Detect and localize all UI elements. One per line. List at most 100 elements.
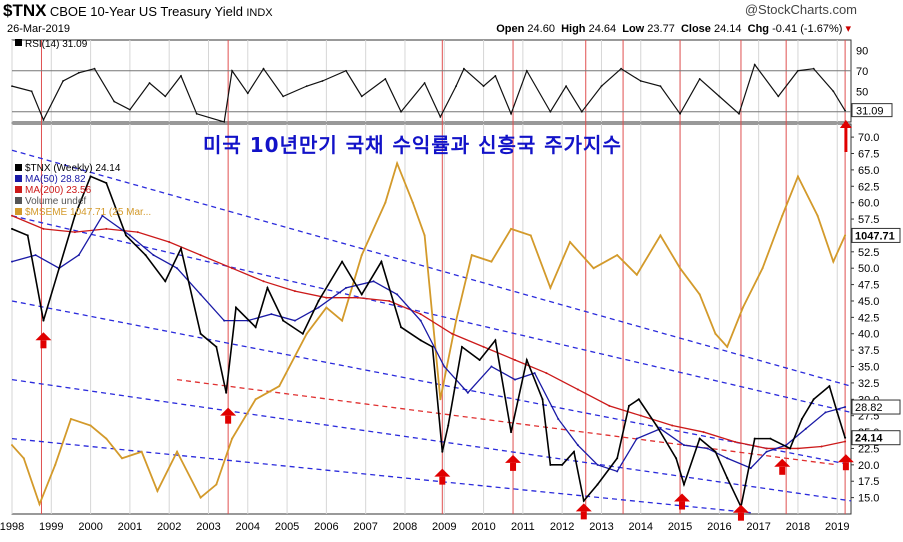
rsi-point xyxy=(455,85,457,88)
x-tick-label: 2018 xyxy=(786,521,810,533)
rsi-point xyxy=(113,100,116,103)
arrow-head xyxy=(35,332,52,341)
rsi-panel-frame xyxy=(11,39,852,123)
series-point-3 xyxy=(278,385,281,388)
arrow-head xyxy=(505,454,522,463)
rsi-point xyxy=(439,115,442,118)
series-point-0 xyxy=(789,447,792,450)
legend-swatch xyxy=(15,197,22,204)
series-point-2 xyxy=(136,231,139,234)
ma50-last-value-box xyxy=(851,399,901,415)
series-point-3 xyxy=(215,483,218,486)
price-tick-label: 67.5 xyxy=(858,148,879,160)
series-point-0 xyxy=(753,437,756,440)
ticker-name: CBOE 10-Year US Treasury Yield xyxy=(49,4,243,19)
price-tick-label: 15.0 xyxy=(858,493,879,505)
series-point-1 xyxy=(223,319,226,322)
series-point-1 xyxy=(101,214,104,217)
series-point-3 xyxy=(455,319,458,322)
rsi-point xyxy=(77,71,80,74)
series-point-0 xyxy=(225,391,228,394)
arrow-head xyxy=(220,407,237,416)
arrow-shaft xyxy=(40,340,47,349)
series-point-3 xyxy=(659,234,662,237)
series-point-2 xyxy=(765,447,768,450)
rsi-line xyxy=(11,63,846,123)
rsi-point xyxy=(282,95,285,98)
x-tick-label: 2004 xyxy=(236,521,260,533)
series-point-0 xyxy=(582,499,585,502)
series-point-3 xyxy=(741,306,744,309)
series-point-0 xyxy=(360,293,363,296)
rsi-tick-label: 90 xyxy=(856,45,868,57)
rsi-point xyxy=(549,110,552,113)
series-point-0 xyxy=(714,450,717,453)
series-point-3 xyxy=(616,254,619,257)
up-arrow xyxy=(837,454,854,471)
price-tick-label: 40.0 xyxy=(858,329,879,341)
x-tick-label: 2009 xyxy=(432,521,456,533)
arrow-shaft xyxy=(779,466,786,475)
series-point-1 xyxy=(77,254,80,257)
series-point-1 xyxy=(466,391,469,394)
series-point-3 xyxy=(156,490,159,493)
rsi-point xyxy=(148,82,151,84)
price-tick-label: 32.5 xyxy=(858,378,879,390)
series-point-2 xyxy=(820,445,823,448)
series-point-3 xyxy=(54,463,57,466)
rsi-point xyxy=(305,85,308,88)
price-tick-label: 65.0 xyxy=(858,165,879,177)
series-point-3 xyxy=(679,267,682,270)
series-point-0 xyxy=(572,450,575,453)
rsi-point xyxy=(639,80,642,82)
rsi-point xyxy=(698,78,701,80)
x-tick-label: 2005 xyxy=(275,521,299,533)
series-point-3 xyxy=(816,214,819,217)
series-point-2 xyxy=(514,358,517,361)
rsi-point xyxy=(565,85,567,88)
series-point-0 xyxy=(441,450,444,453)
rsi-point xyxy=(525,69,528,72)
ticker-symbol: $TNX xyxy=(3,1,47,20)
price-tick-label: 17.5 xyxy=(858,476,879,488)
rsi-point xyxy=(844,109,847,112)
series-point-2 xyxy=(168,240,171,243)
series-point-2 xyxy=(356,296,359,299)
rsi-point xyxy=(738,112,740,115)
arrow-head xyxy=(575,503,592,512)
up-arrow xyxy=(575,503,592,520)
trend-channel-line xyxy=(11,437,751,514)
trend-channel-line xyxy=(11,149,852,387)
x-tick-label: 2006 xyxy=(314,521,338,533)
series-point-2 xyxy=(451,332,454,335)
series-point-0 xyxy=(42,319,45,322)
series-point-0 xyxy=(726,476,729,479)
arrow-head xyxy=(774,458,791,467)
series-point-0 xyxy=(164,280,167,283)
up-arrow xyxy=(35,332,52,349)
series-point-3 xyxy=(89,424,92,427)
series-point-3 xyxy=(549,286,552,289)
chg-down-icon: ▾ xyxy=(845,23,851,35)
series-point-1 xyxy=(635,437,638,440)
rsi-point xyxy=(345,69,347,72)
series-point-3 xyxy=(254,398,257,401)
arrow-head xyxy=(674,493,691,502)
x-tick-label: 2013 xyxy=(589,521,613,533)
price-tick-label: 35.0 xyxy=(858,362,879,374)
series-point-1 xyxy=(616,470,619,473)
rsi-point xyxy=(600,85,603,88)
chart-header: $TNX CBOE 10-Year US Treasury Yield INDX xyxy=(3,1,273,21)
open-label: Open xyxy=(496,23,525,35)
x-tick-label: 2017 xyxy=(746,521,770,533)
series-point-0 xyxy=(698,437,701,440)
arrow-shaft xyxy=(580,511,587,520)
series-point-0 xyxy=(234,306,237,309)
series-point-1 xyxy=(372,280,375,283)
series-point-3 xyxy=(396,162,399,165)
price-tick-label: 50.0 xyxy=(858,263,879,275)
series-point-2 xyxy=(482,345,485,348)
series-point-0 xyxy=(105,181,108,184)
series-point-2 xyxy=(545,372,548,375)
